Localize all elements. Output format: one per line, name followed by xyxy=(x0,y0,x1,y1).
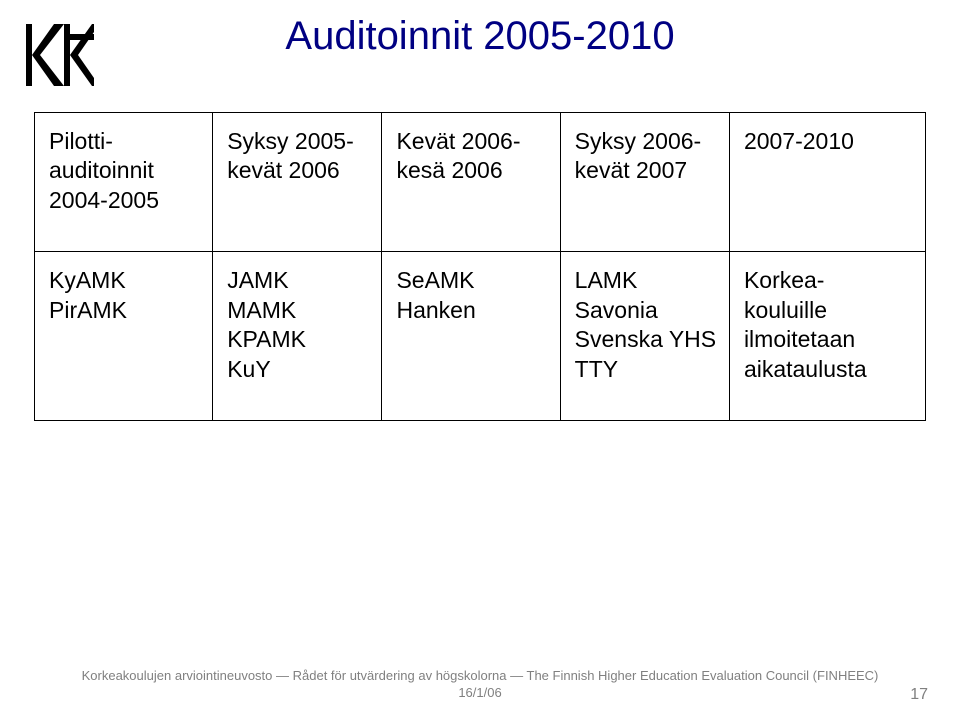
table-row: KyAMKPirAMK JAMKMAMKKPAMKKuY SeAMKHanken… xyxy=(35,252,926,421)
table: Pilotti-auditoinnit2004-2005 Syksy 2005-… xyxy=(34,112,926,421)
table-cell: JAMKMAMKKPAMKKuY xyxy=(213,252,382,421)
table-cell: Kevät 2006-kesä 2006 xyxy=(382,113,560,252)
audit-table: Pilotti-auditoinnit2004-2005 Syksy 2005-… xyxy=(34,112,926,421)
slide: Auditoinnit 2005-2010 Pilotti-auditoinni… xyxy=(0,0,960,728)
table-cell: KyAMKPirAMK xyxy=(35,252,213,421)
table-cell: 2007-2010 xyxy=(729,113,925,252)
table-cell: Pilotti-auditoinnit2004-2005 xyxy=(35,113,213,252)
footer-date: 16/1/06 xyxy=(458,685,501,700)
footer: Korkeakoulujen arviointineuvosto — Rådet… xyxy=(0,667,960,702)
page-title: Auditoinnit 2005-2010 xyxy=(0,14,960,59)
table-cell: SeAMKHanken xyxy=(382,252,560,421)
table-cell: Korkea-kouluilleilmoitetaanaikataulusta xyxy=(729,252,925,421)
table-cell: LAMKSavoniaSvenska YHSTTY xyxy=(560,252,729,421)
table-row: Pilotti-auditoinnit2004-2005 Syksy 2005-… xyxy=(35,113,926,252)
page-number: 17 xyxy=(910,686,928,704)
table-cell: Syksy 2005-kevät 2006 xyxy=(213,113,382,252)
table-cell: Syksy 2006-kevät 2007 xyxy=(560,113,729,252)
footer-line-1: Korkeakoulujen arviointineuvosto — Rådet… xyxy=(82,668,879,683)
